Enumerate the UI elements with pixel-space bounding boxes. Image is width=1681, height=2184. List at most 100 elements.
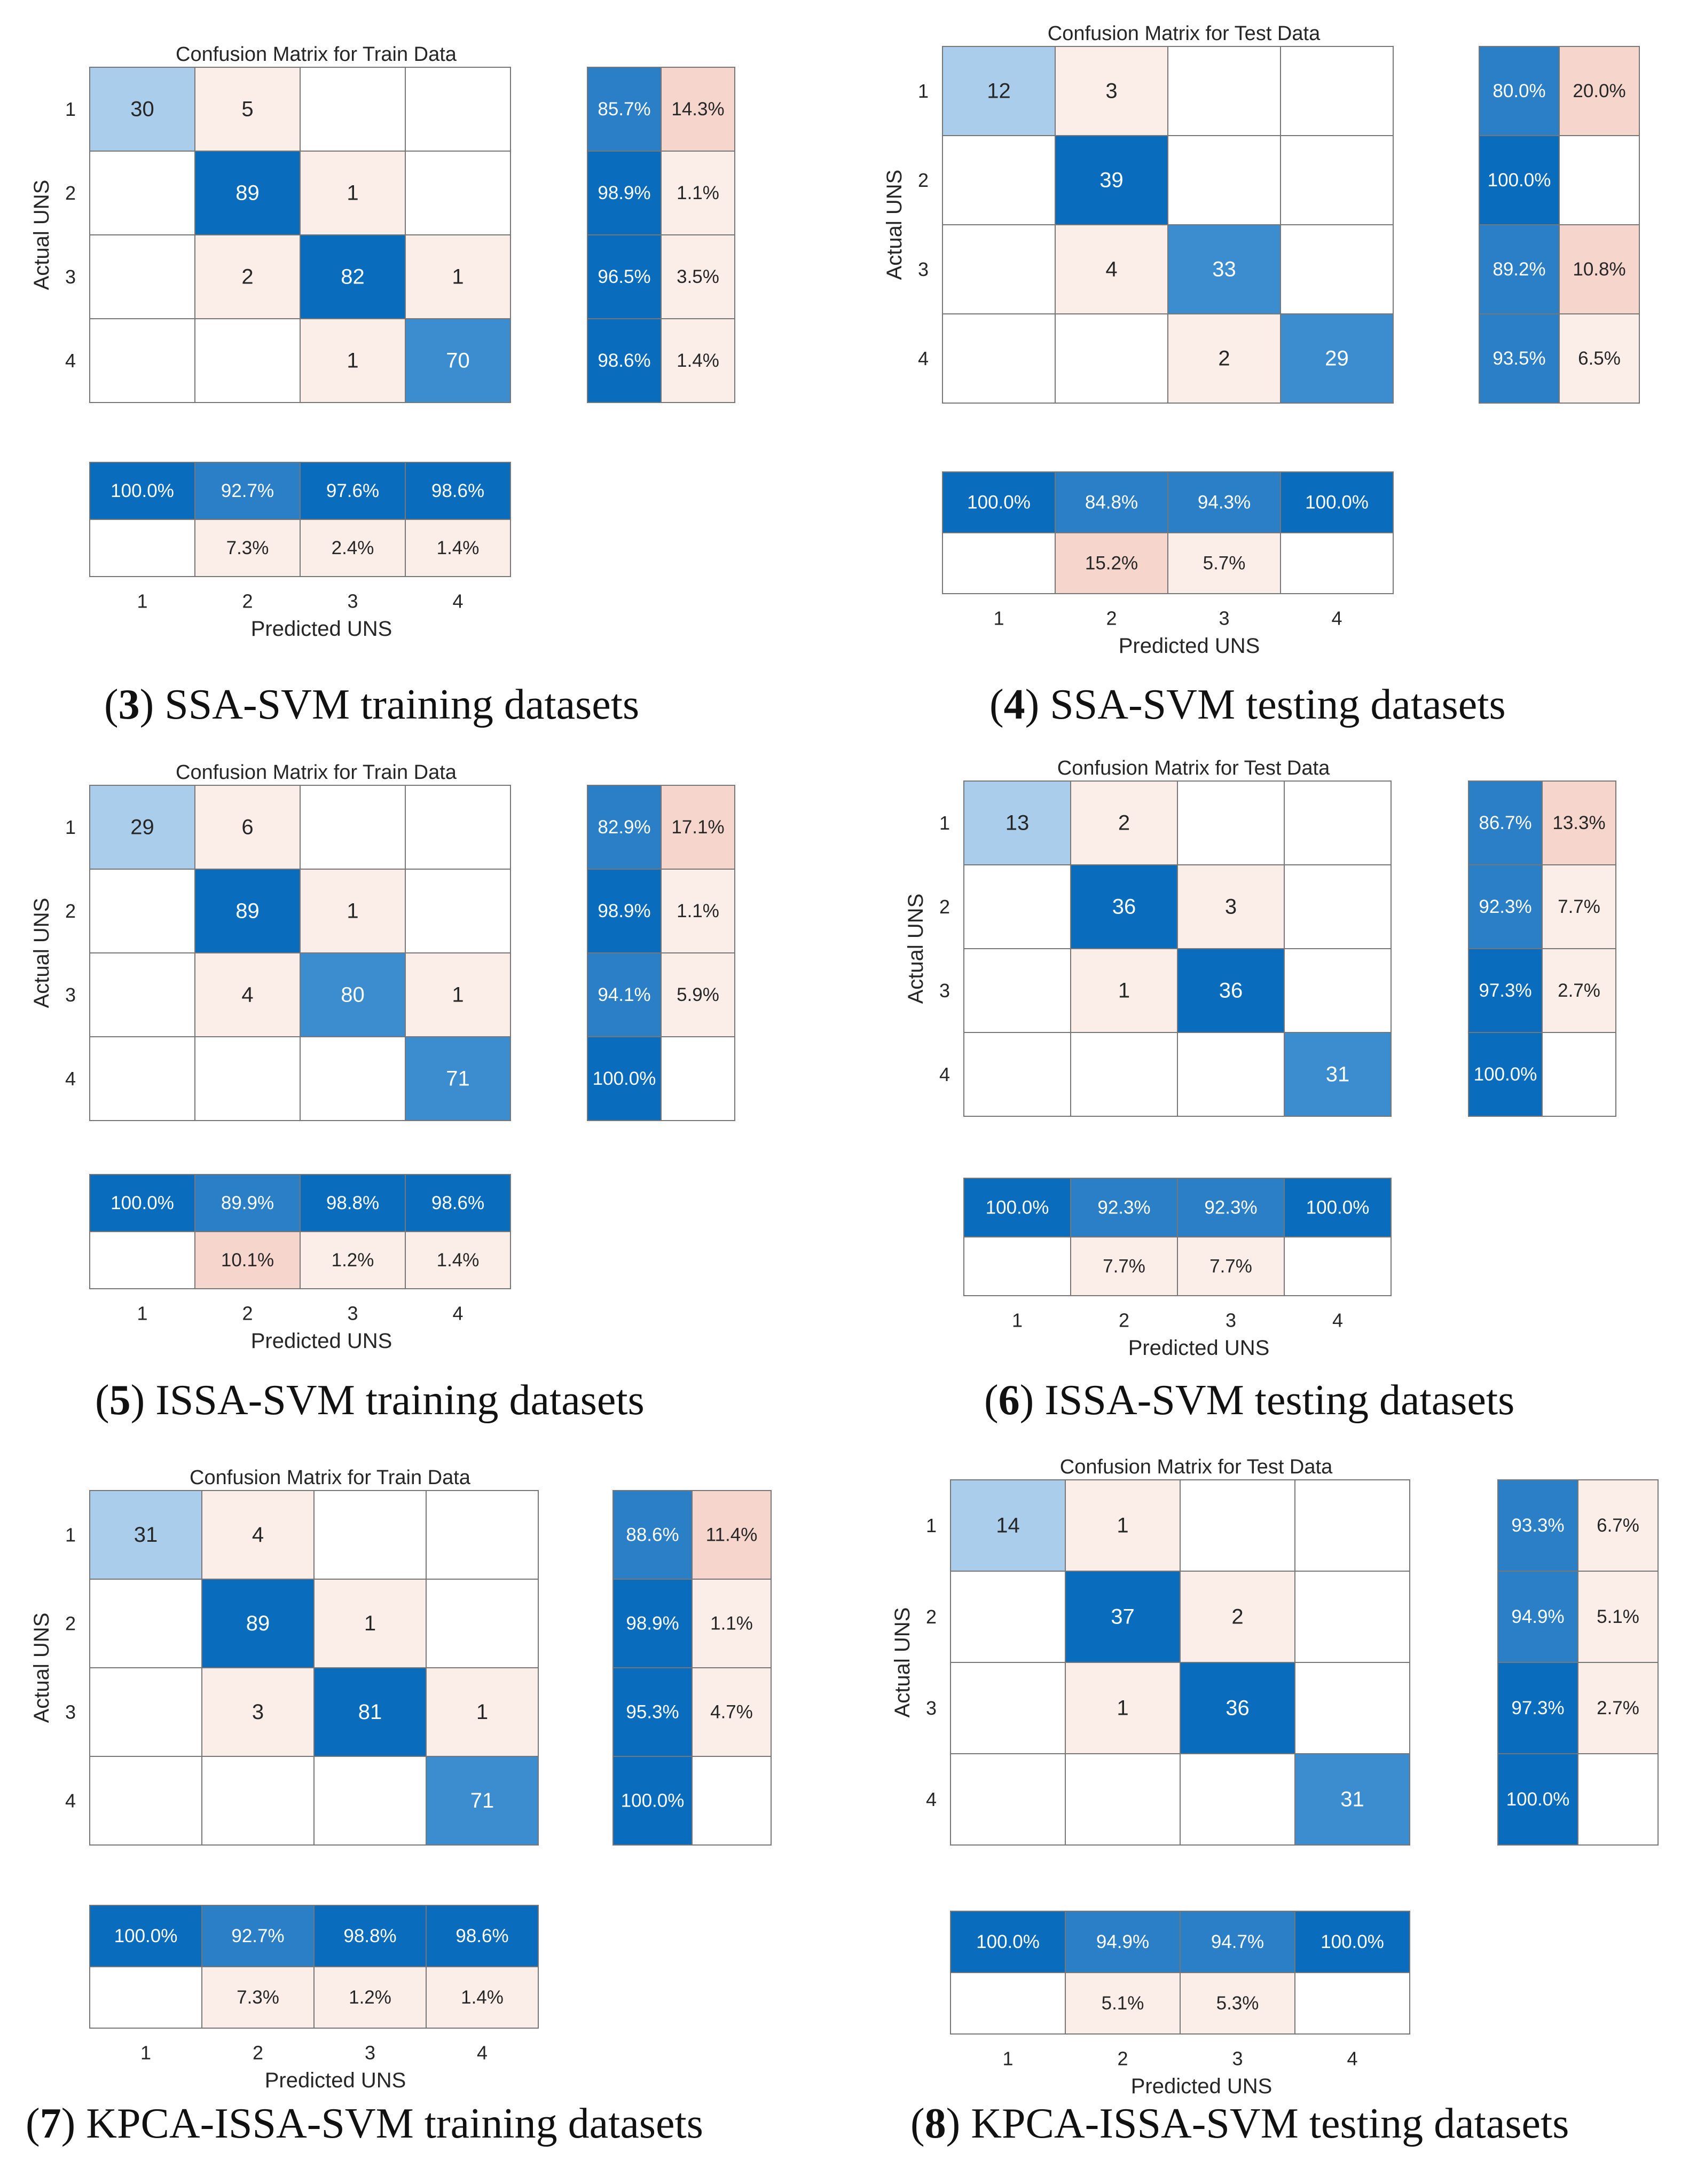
col-summary-cell bbox=[942, 471, 1056, 533]
row-summary-cell bbox=[1559, 46, 1640, 136]
row-summary-value: 4.7% bbox=[710, 1702, 753, 1723]
matrix-cell-r2-c2 bbox=[1070, 864, 1178, 949]
matrix-cell-r2-c4 bbox=[405, 869, 511, 953]
col-summary-value: 7.3% bbox=[237, 1987, 279, 2008]
matrix-cell-r4-c3 bbox=[1180, 1753, 1295, 1846]
matrix-cell-r3-c1 bbox=[89, 952, 195, 1037]
col-summary-value: 100.0% bbox=[1306, 1197, 1370, 1218]
matrix-cell-r4-c4 bbox=[426, 1756, 539, 1846]
row-tick-label: 4 bbox=[65, 1068, 76, 1090]
cell-count: 6 bbox=[241, 816, 253, 839]
row-tick-label: 1 bbox=[939, 812, 950, 834]
matrix-cell-r1-c1 bbox=[963, 780, 1071, 865]
caption-number: 6 bbox=[998, 1377, 1020, 1424]
row-summary-value: 98.6% bbox=[598, 350, 650, 371]
matrix-cell-r1-c3 bbox=[313, 1490, 427, 1580]
row-summary-value: 98.9% bbox=[626, 1613, 679, 1634]
matrix-cell-r1-c3 bbox=[300, 785, 406, 870]
x-axis-label: Predicted UNS bbox=[251, 1329, 392, 1353]
matrix-cell-r2-c3 bbox=[1167, 135, 1281, 225]
row-summary-value: 98.9% bbox=[598, 901, 650, 921]
matrix-cell-r4-c1 bbox=[950, 1753, 1066, 1846]
cell-count: 36 bbox=[1112, 895, 1136, 919]
col-summary-cell bbox=[1065, 1911, 1181, 1973]
row-summary-cell bbox=[1577, 1571, 1659, 1663]
cell-count: 1 bbox=[452, 265, 464, 289]
matrix-cell-r1-c4 bbox=[1284, 780, 1392, 865]
row-summary-value: 98.9% bbox=[598, 183, 650, 203]
cell-count: 12 bbox=[987, 80, 1011, 103]
col-summary-value: 5.7% bbox=[1203, 553, 1246, 574]
row-tick-label: 1 bbox=[65, 1524, 76, 1546]
col-tick-label: 4 bbox=[477, 2042, 488, 2064]
matrix-cell-r3-c1 bbox=[963, 948, 1071, 1033]
row-tick-label: 2 bbox=[65, 182, 76, 204]
cell-count: 1 bbox=[1118, 979, 1130, 1003]
row-summary-value: 93.3% bbox=[1511, 1515, 1564, 1536]
caption-number: 8 bbox=[924, 2100, 946, 2147]
matrix-cell-r3-c2 bbox=[194, 952, 301, 1037]
row-summary-value: 95.3% bbox=[626, 1702, 679, 1723]
matrix-cell-r1-c3 bbox=[1167, 46, 1281, 136]
cell-count: 81 bbox=[358, 1700, 382, 1724]
panel-caption: (4) SSA-SVM testing datasets bbox=[989, 681, 1506, 728]
col-summary-value: 94.3% bbox=[1198, 492, 1251, 513]
col-summary-cell bbox=[1055, 532, 1168, 594]
row-summary-value: 2.7% bbox=[1558, 980, 1600, 1001]
matrix-cell-r1-c2 bbox=[1070, 780, 1178, 865]
col-summary-value: 89.9% bbox=[221, 1193, 274, 1213]
matrix-cell-r2-c2 bbox=[1055, 135, 1168, 225]
row-tick-label: 2 bbox=[926, 1606, 937, 1628]
confusion-panel-1: Confusion Matrix for Train Data 30 5 89 1 2 82… bbox=[30, 43, 735, 641]
row-summary-cell bbox=[1468, 948, 1543, 1033]
cell-count: 1 bbox=[347, 349, 358, 373]
matrix-cell-r2-c3 bbox=[300, 151, 406, 235]
col-summary-cell bbox=[89, 1966, 202, 2029]
chart-title: Confusion Matrix for Test Data bbox=[1060, 1456, 1333, 1478]
matrix-cell-r3-c4 bbox=[1280, 224, 1394, 314]
confusion-panel-3: Confusion Matrix for Train Data 29 6 89 1 4 80… bbox=[30, 761, 735, 1353]
col-summary-cell bbox=[89, 1231, 195, 1289]
matrix-cell-r2-c1 bbox=[963, 864, 1071, 949]
row-summary-value: 88.6% bbox=[626, 1525, 679, 1546]
row-summary-cell bbox=[1577, 1753, 1659, 1846]
cell-count: 4 bbox=[252, 1523, 264, 1547]
row-tick-label: 3 bbox=[918, 258, 929, 280]
matrix-cell-r1-c2 bbox=[1065, 1479, 1181, 1572]
col-summary-value: 100.0% bbox=[986, 1197, 1049, 1218]
col-summary-value: 97.6% bbox=[326, 480, 379, 501]
matrix-cell-r4-c4 bbox=[405, 318, 511, 403]
col-tick-label: 2 bbox=[242, 1303, 253, 1324]
col-tick-label: 1 bbox=[137, 590, 147, 612]
row-summary-cell bbox=[587, 318, 662, 403]
col-summary-value: 100.0% bbox=[111, 1193, 174, 1213]
cell-count: 29 bbox=[1325, 347, 1349, 370]
col-summary-cell bbox=[1294, 1972, 1410, 2035]
y-axis-label: Actual UNS bbox=[30, 898, 53, 1008]
col-summary-value: 94.9% bbox=[1096, 1931, 1149, 1952]
matrix-cell-r1-c4 bbox=[1294, 1479, 1410, 1572]
caption-number: 7 bbox=[40, 2100, 61, 2147]
row-summary-value: 1.1% bbox=[677, 901, 719, 921]
col-summary-value: 98.6% bbox=[455, 1926, 508, 1946]
cell-count: 3 bbox=[1225, 895, 1237, 919]
cell-count: 36 bbox=[1226, 1697, 1250, 1720]
col-summary-cell bbox=[942, 532, 1056, 594]
cell-count: 1 bbox=[1117, 1697, 1128, 1720]
matrix-cell-r2-c1 bbox=[89, 151, 195, 235]
row-summary-value: 86.7% bbox=[1479, 813, 1531, 833]
col-summary-cell bbox=[1177, 1236, 1285, 1296]
matrix-cell-r4-c3 bbox=[300, 318, 406, 403]
row-tick-label: 3 bbox=[926, 1697, 937, 1719]
row-tick-label: 3 bbox=[939, 980, 950, 1002]
row-summary-cell bbox=[612, 1490, 693, 1580]
col-summary-cell bbox=[313, 1905, 427, 1967]
col-tick-label: 4 bbox=[1332, 1310, 1343, 1331]
matrix-cell-r1-c4 bbox=[426, 1490, 539, 1580]
col-summary-value: 1.2% bbox=[349, 1987, 391, 2008]
row-summary-value: 100.0% bbox=[621, 1791, 685, 1811]
col-tick-label: 1 bbox=[1002, 2048, 1013, 2070]
row-summary-cell bbox=[1479, 224, 1560, 314]
cell-count: 5 bbox=[241, 98, 253, 121]
